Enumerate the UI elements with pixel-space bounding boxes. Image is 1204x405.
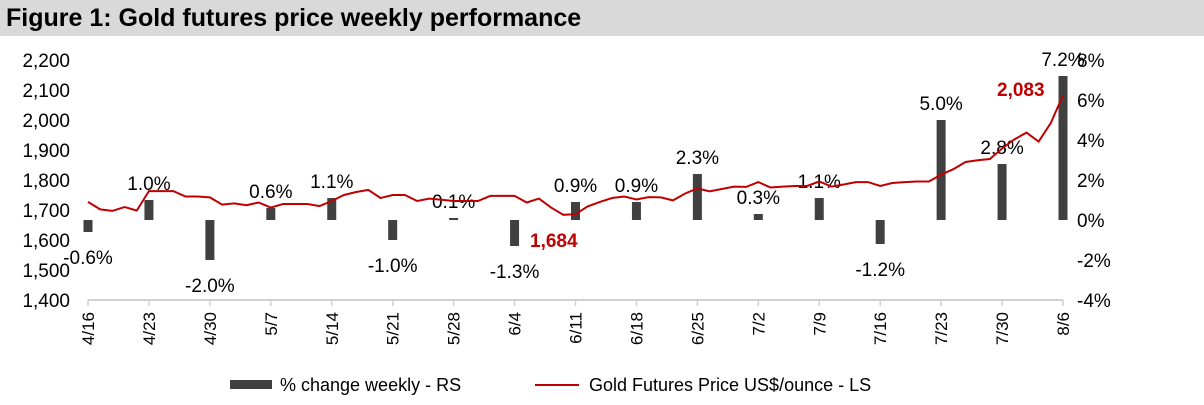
x-axis-tick: 7/30 bbox=[993, 312, 1012, 345]
right-axis-tick: -4% bbox=[1077, 291, 1111, 312]
bar bbox=[936, 120, 946, 220]
bar bbox=[1058, 76, 1068, 220]
left-axis-tick: 1,600 bbox=[22, 231, 70, 252]
left-axis-tick: 2,000 bbox=[22, 111, 70, 132]
x-axis-tick: 6/11 bbox=[567, 312, 586, 344]
bar-data-label: 5.0% bbox=[919, 94, 962, 115]
bar-data-label: 0.1% bbox=[432, 192, 475, 213]
bar bbox=[144, 200, 154, 220]
bar bbox=[327, 198, 337, 220]
bar bbox=[814, 198, 824, 220]
right-axis-tick: 2% bbox=[1077, 171, 1105, 192]
x-axis-tick: 6/4 bbox=[506, 312, 525, 336]
x-axis-tick: 5/28 bbox=[445, 312, 464, 345]
bar-data-label: -1.0% bbox=[368, 256, 418, 277]
bar-data-label: -1.3% bbox=[490, 262, 540, 283]
x-axis-tick: 4/30 bbox=[201, 312, 220, 345]
bar-data-label: 7.2% bbox=[1041, 50, 1084, 71]
bar-data-label: 0.9% bbox=[615, 176, 658, 197]
left-axis-tick: 1,800 bbox=[22, 171, 70, 192]
bar-data-label: 0.3% bbox=[737, 188, 780, 209]
bar bbox=[205, 220, 215, 260]
price-annotation-low: 1,684 bbox=[530, 231, 578, 252]
bar bbox=[875, 220, 885, 244]
bar-data-label: 1.0% bbox=[127, 174, 170, 195]
x-axis-tick: 7/9 bbox=[810, 312, 829, 336]
x-axis-tick: 6/25 bbox=[688, 312, 707, 345]
bar bbox=[388, 220, 398, 240]
bar bbox=[266, 208, 276, 220]
bar bbox=[510, 220, 520, 246]
x-axis-tick: 7/23 bbox=[932, 312, 951, 345]
legend-bar-label: % change weekly - RS bbox=[280, 375, 461, 395]
left-axis-tick: 1,700 bbox=[22, 201, 70, 222]
legend-bar-swatch bbox=[230, 380, 272, 389]
x-axis-tick: 6/18 bbox=[627, 312, 646, 345]
bar bbox=[753, 214, 763, 220]
bar-data-label: 0.6% bbox=[249, 182, 292, 203]
left-axis-tick: 1,400 bbox=[22, 291, 70, 312]
bar-data-label: 2.3% bbox=[676, 148, 719, 169]
left-axis-tick: 2,200 bbox=[22, 51, 70, 72]
x-axis-tick: 4/16 bbox=[79, 312, 98, 345]
chart-title: Figure 1: Gold futures price weekly perf… bbox=[0, 0, 1204, 36]
right-axis-tick: 4% bbox=[1077, 131, 1105, 152]
bar bbox=[692, 174, 702, 220]
x-axis-tick: 5/14 bbox=[323, 312, 342, 345]
x-axis-tick: 4/23 bbox=[140, 312, 159, 345]
price-annotation-high: 2,083 bbox=[997, 80, 1045, 101]
price-line bbox=[87, 94, 1064, 216]
bar-data-label: 1.1% bbox=[310, 172, 353, 193]
bar bbox=[83, 220, 93, 232]
x-axis-tick: 5/21 bbox=[384, 312, 403, 345]
x-axis-tick: 5/7 bbox=[262, 312, 281, 336]
right-axis-tick: -2% bbox=[1077, 251, 1111, 272]
bar-data-label: -1.2% bbox=[855, 260, 905, 281]
x-axis-tick: 7/16 bbox=[871, 312, 890, 345]
x-axis-tick: 7/2 bbox=[749, 312, 768, 336]
bar-data-label: -2.0% bbox=[185, 276, 235, 297]
legend-line-label: Gold Futures Price US$/ounce - LS bbox=[589, 375, 871, 395]
bar bbox=[449, 218, 459, 220]
right-axis-tick: 6% bbox=[1077, 91, 1105, 112]
bar bbox=[631, 202, 641, 220]
right-axis-tick: 0% bbox=[1077, 211, 1105, 232]
left-axis-tick: 1,500 bbox=[22, 261, 70, 282]
right-axis-tick: 8% bbox=[1077, 51, 1105, 72]
x-axis-tick: 8/6 bbox=[1054, 312, 1073, 336]
bar-data-label: 0.9% bbox=[554, 176, 597, 197]
bar bbox=[997, 164, 1007, 220]
left-axis-tick: 1,900 bbox=[22, 141, 70, 162]
left-axis-tick: 2,100 bbox=[22, 81, 70, 102]
bar-data-label: -0.6% bbox=[63, 248, 113, 269]
bar bbox=[571, 202, 580, 220]
